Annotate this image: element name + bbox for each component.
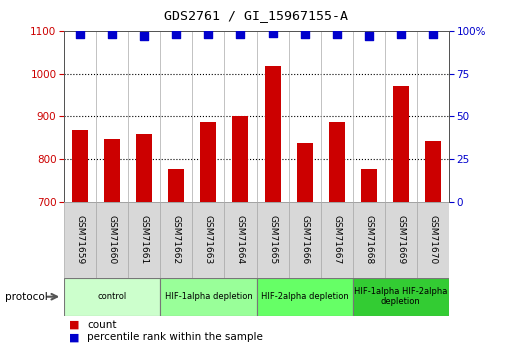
Text: GSM71669: GSM71669 [396, 215, 405, 264]
Bar [128, 202, 160, 278]
Point [236, 32, 245, 37]
Bar [256, 202, 288, 278]
Point [429, 32, 437, 37]
Text: GSM71662: GSM71662 [172, 215, 181, 264]
Text: HIF-2alpha depletion: HIF-2alpha depletion [261, 292, 348, 301]
Point [108, 32, 116, 37]
Text: GSM71670: GSM71670 [428, 215, 438, 264]
Text: GDS2761 / GI_15967155-A: GDS2761 / GI_15967155-A [165, 9, 348, 22]
Point [172, 32, 181, 37]
Point [332, 32, 341, 37]
Text: GSM71664: GSM71664 [236, 215, 245, 264]
Text: GSM71668: GSM71668 [364, 215, 373, 264]
Bar [201, 122, 216, 202]
Text: GSM71659: GSM71659 [75, 215, 85, 264]
Bar [104, 139, 120, 202]
Text: count: count [87, 320, 117, 330]
Text: ■: ■ [69, 320, 80, 330]
Text: GSM71666: GSM71666 [300, 215, 309, 264]
Bar [136, 134, 152, 202]
Bar [321, 202, 353, 278]
Text: HIF-1alpha HIF-2alpha
depletion: HIF-1alpha HIF-2alpha depletion [354, 287, 447, 306]
Text: control: control [97, 292, 127, 301]
Point [365, 33, 373, 39]
Bar [72, 130, 88, 202]
Bar [297, 143, 312, 202]
Bar [256, 278, 353, 316]
Text: GSM71660: GSM71660 [108, 215, 117, 264]
Point [397, 32, 405, 37]
Bar [417, 202, 449, 278]
Bar [265, 66, 281, 202]
Point [76, 32, 84, 37]
Bar [329, 121, 345, 202]
Text: percentile rank within the sample: percentile rank within the sample [87, 333, 263, 342]
Bar [425, 141, 441, 202]
Text: GSM71661: GSM71661 [140, 215, 149, 264]
Bar [361, 168, 377, 202]
Bar [160, 202, 192, 278]
Bar [64, 202, 96, 278]
Text: GSM71667: GSM71667 [332, 215, 341, 264]
Point [301, 32, 309, 37]
Point [140, 33, 148, 39]
Bar [393, 86, 409, 202]
Bar [232, 116, 248, 202]
Text: GSM71665: GSM71665 [268, 215, 277, 264]
Bar [160, 278, 256, 316]
Text: GSM71663: GSM71663 [204, 215, 213, 264]
Bar [385, 202, 417, 278]
Text: protocol: protocol [5, 292, 48, 302]
Point [204, 32, 212, 37]
Text: ■: ■ [69, 333, 80, 342]
Bar [353, 202, 385, 278]
Text: HIF-1alpha depletion: HIF-1alpha depletion [165, 292, 252, 301]
Bar [353, 278, 449, 316]
Bar [96, 202, 128, 278]
Bar [168, 168, 184, 202]
Bar [225, 202, 256, 278]
Bar [288, 202, 321, 278]
Bar [64, 278, 160, 316]
Bar [192, 202, 225, 278]
Point [268, 30, 277, 36]
